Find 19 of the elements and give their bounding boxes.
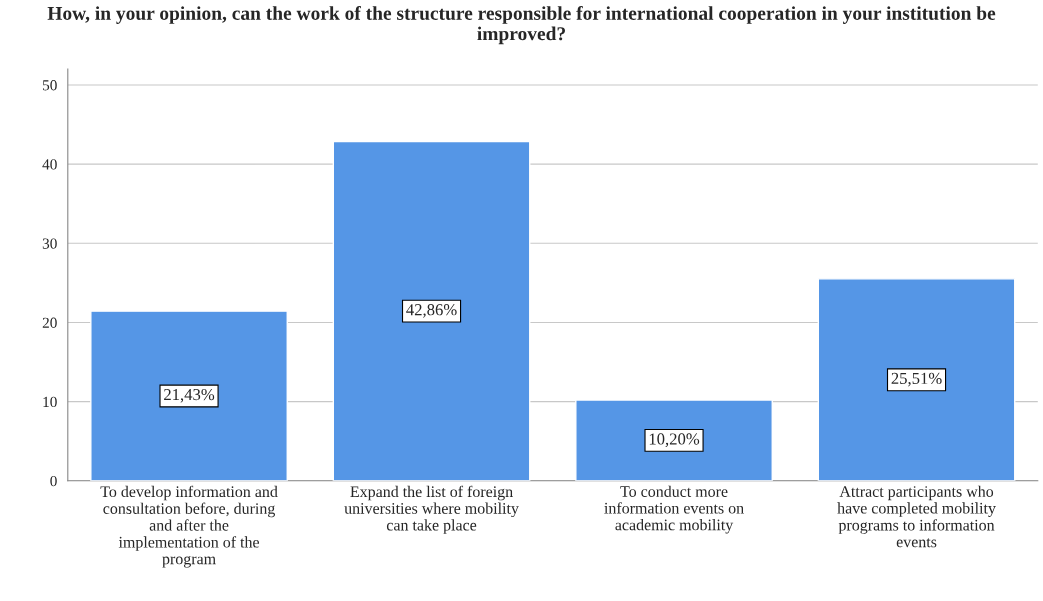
data-label: 42,86%	[406, 304, 457, 318]
bar	[817, 278, 1016, 481]
data-label: 10,20%	[649, 433, 700, 447]
x-tick-label: To develop information and consultation before, during and after the implementation of the program	[100, 485, 278, 568]
data-label: 25,51%	[891, 372, 942, 387]
y-tick-label: 20	[42, 317, 57, 328]
y-tick-label: 30	[42, 238, 57, 249]
y-tick-label: 10	[43, 396, 57, 408]
bar	[575, 399, 773, 481]
bar	[332, 140, 531, 481]
y-tick-label: 40	[42, 159, 57, 170]
data-label: 21,43%	[164, 388, 215, 403]
y-tick-label: 50	[42, 80, 57, 91]
x-tick-label: To conduct more information events on academic mobility	[604, 485, 744, 534]
x-tick-label: Attract participants who have completed mobility programs to information events	[837, 485, 996, 548]
bar	[90, 310, 288, 481]
y-tick-label: 0	[50, 475, 57, 487]
chart-title: How, in your opinion, can the work of the structure responsible for international cooperation in your institution be improved?	[47, 6, 996, 45]
x-tick-label: Expand the list of foreign universities where mobility can take place	[344, 485, 519, 534]
